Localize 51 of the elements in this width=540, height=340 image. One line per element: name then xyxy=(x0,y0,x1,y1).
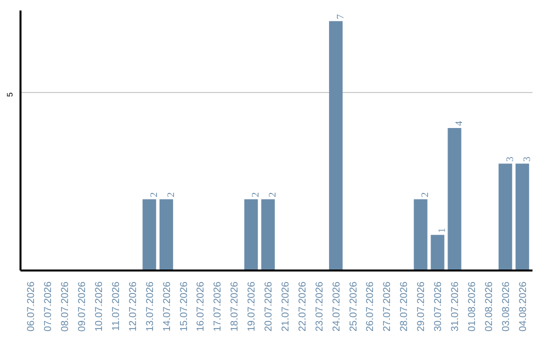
data-label: 2 xyxy=(148,192,160,198)
bar xyxy=(329,21,343,270)
x-tick-label: 15.07.2026 xyxy=(178,281,190,332)
x-tick-label: 22.07.2026 xyxy=(297,281,308,332)
x-tick-label: 01.08.2026 xyxy=(466,281,478,332)
x-tick-label: 18.07.2026 xyxy=(230,281,241,332)
data-label: 7 xyxy=(335,14,346,20)
x-tick-label: 26.07.2026 xyxy=(365,281,376,332)
x-tick-label: 31.07.2026 xyxy=(450,281,462,332)
bar xyxy=(261,199,275,270)
data-label: 3 xyxy=(522,156,533,162)
x-tick-label: 14.07.2026 xyxy=(162,281,173,332)
x-tick-label: 09.07.2026 xyxy=(77,281,88,332)
bar xyxy=(160,199,174,270)
x-tick-label: 25.07.2026 xyxy=(348,281,360,332)
data-label: 3 xyxy=(504,156,516,162)
data-label: 2 xyxy=(250,192,262,198)
data-label: 2 xyxy=(420,192,432,198)
x-tick-label: 10.07.2026 xyxy=(94,281,105,332)
x-tick-label: 07.07.2026 xyxy=(43,281,54,332)
x-tick-label: 30.07.2026 xyxy=(433,281,444,332)
x-tick-label: 27.07.2026 xyxy=(382,281,394,332)
data-label: 2 xyxy=(166,192,177,198)
x-tick-label: 04.08.2026 xyxy=(518,281,529,332)
x-tick-label: 12.07.2026 xyxy=(128,281,139,332)
bar xyxy=(448,128,462,270)
x-tick-label: 17.07.2026 xyxy=(212,281,224,332)
x-tick-label: 23.07.2026 xyxy=(314,281,326,332)
bar xyxy=(516,164,530,270)
x-tick-label: 08.07.2026 xyxy=(60,281,72,332)
x-tick-label: 24.07.2026 xyxy=(331,281,342,332)
x-tick-label: 16.07.2026 xyxy=(196,281,207,332)
bar xyxy=(498,164,512,270)
bar xyxy=(430,234,444,270)
x-tick-label: 28.07.2026 xyxy=(399,281,410,332)
x-tick-label: 13.07.2026 xyxy=(144,281,156,332)
x-tick-label: 06.07.2026 xyxy=(26,281,38,332)
data-label: 4 xyxy=(454,121,466,126)
x-tick-label: 11.07.2026 xyxy=(110,281,122,331)
bar xyxy=(142,199,156,270)
y-tick-label: 5 xyxy=(6,92,14,97)
x-tick-label: 19.07.2026 xyxy=(246,281,258,332)
x-tick-label: 03.08.2026 xyxy=(500,281,512,332)
bar xyxy=(244,199,258,270)
x-tick-label: 20.07.2026 xyxy=(264,281,275,332)
bar xyxy=(414,199,428,270)
data-label: 2 xyxy=(268,192,279,198)
x-tick-label: 02.08.2026 xyxy=(484,281,495,332)
x-tick-label: 21.07.2026 xyxy=(280,281,292,332)
data-label: 1 xyxy=(437,228,448,233)
x-tick-label: 29.07.2026 xyxy=(416,281,428,332)
